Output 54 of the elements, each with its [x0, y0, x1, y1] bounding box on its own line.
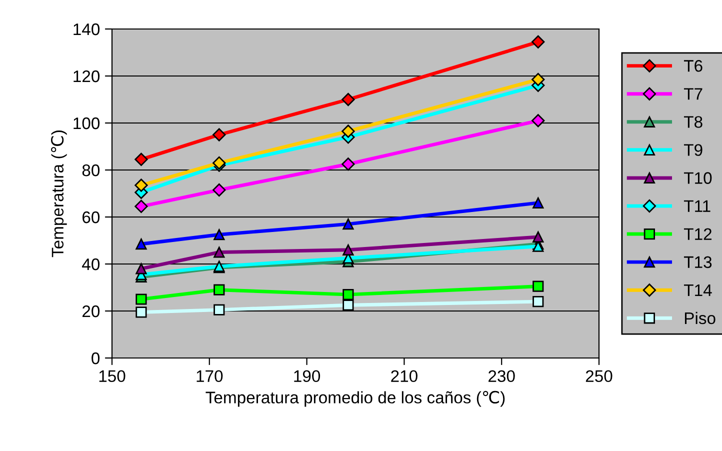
y-tick-label: 40 [82, 258, 100, 270]
y-tick-label: 100 [74, 117, 100, 130]
point [214, 284, 225, 296]
point [214, 229, 225, 240]
point [136, 263, 147, 274]
point [532, 114, 545, 128]
point [342, 124, 355, 138]
point [136, 306, 147, 318]
legend-label: T11 [684, 200, 710, 212]
point [532, 72, 545, 86]
legend-label: Piso [684, 312, 716, 324]
x-tick-label: 190 [294, 370, 320, 382]
point [532, 231, 544, 243]
y-tick-label: 140 [74, 23, 100, 36]
x-tick-label: 150 [99, 370, 126, 382]
point [532, 296, 544, 308]
legend-label: T6 [684, 60, 702, 72]
point [136, 238, 147, 250]
point [342, 158, 355, 171]
y-tick-label: 0 [92, 352, 100, 364]
point [136, 294, 147, 305]
point [212, 183, 226, 197]
point [532, 197, 544, 208]
x-tick-label: 170 [196, 370, 223, 382]
point [342, 288, 354, 300]
y-tick-label: 80 [82, 164, 100, 176]
point [532, 280, 544, 292]
y-tick-label: 60 [82, 211, 100, 224]
y-tick-label: 120 [74, 70, 100, 82]
point [342, 300, 354, 311]
y-tick-label: 20 [82, 305, 100, 318]
legend-label: T8 [684, 116, 702, 128]
legend-label: T13 [684, 256, 712, 268]
x-tick-label: 230 [488, 370, 515, 382]
legend-label: T10 [684, 172, 712, 184]
point [212, 156, 226, 170]
point [342, 218, 354, 230]
legend-label: T9 [684, 144, 702, 156]
point [214, 304, 225, 316]
legend-label: T7 [684, 88, 702, 100]
x-axis-title: Temperatura promedio de los caños (℃) [206, 390, 505, 407]
legend-label: T12 [684, 228, 712, 240]
x-tick-label: 210 [391, 370, 418, 382]
legend-label: T14 [684, 284, 712, 296]
point [342, 244, 354, 256]
x-tick-label: 250 [586, 370, 612, 382]
point [134, 200, 148, 214]
point [212, 128, 226, 142]
point [214, 246, 225, 258]
y-axis-title: Temperatura (℃) [51, 130, 67, 258]
point [134, 178, 148, 192]
point [134, 152, 148, 166]
point [342, 92, 355, 106]
point [532, 35, 545, 49]
